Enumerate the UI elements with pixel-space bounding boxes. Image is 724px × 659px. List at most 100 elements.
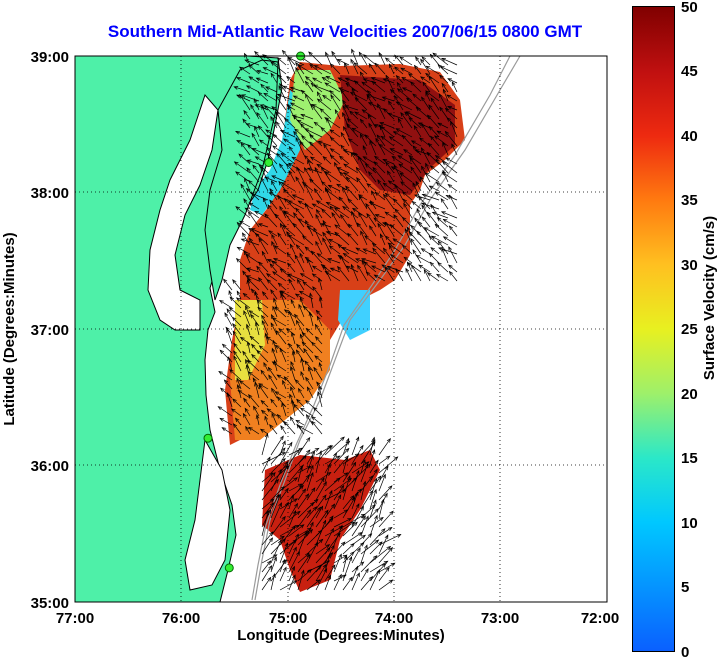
current-vector (372, 243, 386, 255)
current-vector (387, 112, 404, 120)
current-vector (339, 255, 350, 273)
current-vector (295, 137, 305, 156)
current-vector-head (290, 360, 295, 366)
current-vector-head (376, 568, 381, 574)
current-vector-head (345, 185, 350, 191)
current-vector (342, 513, 366, 528)
current-vector-head (283, 117, 289, 123)
current-vector-head (421, 56, 426, 61)
current-vector-head (300, 370, 304, 376)
current-vector (274, 245, 287, 255)
current-vector (315, 472, 331, 483)
current-vector (313, 407, 323, 417)
current-vector (347, 198, 359, 210)
current-vector-head (383, 560, 389, 565)
current-vector (250, 192, 269, 201)
current-vector (323, 265, 332, 282)
current-vector-head (248, 310, 254, 315)
current-vector-head (303, 347, 308, 353)
current-vector (293, 404, 305, 417)
current-vector (312, 286, 323, 300)
current-vector (387, 266, 404, 273)
current-vector (258, 223, 269, 228)
current-vector (408, 117, 422, 129)
current-vector-head (410, 81, 415, 86)
current-vector-head (304, 246, 310, 251)
current-vector (271, 106, 287, 120)
current-vector-head (417, 221, 423, 226)
current-vector (420, 59, 431, 75)
current-vector (378, 455, 390, 465)
current-vector (394, 184, 404, 201)
current-vector (220, 387, 233, 399)
current-vector (297, 509, 311, 528)
current-vector (448, 246, 458, 264)
current-vector (229, 296, 242, 309)
current-vector-head (304, 530, 310, 535)
current-vector-head (309, 471, 314, 477)
current-vector (428, 76, 440, 93)
current-vector (242, 232, 251, 246)
current-vector-head (400, 181, 405, 186)
current-vector-head (344, 555, 348, 561)
current-vector-head (425, 162, 429, 168)
current-vector (342, 521, 358, 537)
current-vector (393, 214, 404, 228)
current-vector (411, 140, 422, 147)
current-vector-head (408, 231, 414, 236)
current-vector-head (420, 147, 425, 152)
current-vector (308, 51, 323, 66)
current-vector-head (305, 414, 310, 419)
current-vector (441, 211, 458, 219)
current-vector (333, 541, 346, 555)
current-vector-head (260, 165, 265, 171)
current-vector-head (316, 98, 322, 103)
current-vector (395, 128, 413, 138)
current-vector (449, 225, 458, 237)
current-vector-head (309, 63, 314, 69)
current-vector-head (219, 417, 225, 422)
current-vector (261, 251, 269, 264)
current-vector (334, 207, 350, 219)
current-vector (268, 374, 278, 390)
current-vector-head (223, 379, 229, 384)
current-vector-head (316, 91, 321, 97)
current-vector (333, 525, 343, 546)
current-vector (302, 235, 314, 246)
current-vector (390, 254, 404, 264)
current-vector (375, 214, 386, 219)
current-vector (326, 202, 341, 210)
current-vector-head (245, 275, 251, 279)
current-vector (415, 181, 422, 192)
current-vector-head (438, 247, 443, 251)
current-vector-head (296, 166, 301, 172)
velocity-field-south (262, 450, 380, 592)
current-vector (360, 481, 366, 501)
current-vector-head (351, 497, 356, 502)
current-vector-head (429, 261, 435, 267)
current-vector-head (378, 143, 383, 148)
current-vector-head (239, 336, 245, 342)
current-vector-head (269, 498, 275, 503)
current-vector-head (431, 211, 437, 216)
current-vector (311, 416, 323, 426)
current-vector-head (338, 196, 343, 202)
current-vector-head (314, 355, 319, 360)
current-vector-head (385, 455, 391, 460)
current-vector (297, 474, 310, 492)
current-vector (272, 340, 278, 354)
current-vector-head (342, 149, 348, 153)
current-vector-head (254, 381, 258, 387)
current-vector-head (327, 184, 333, 189)
current-vector-head (256, 299, 262, 304)
current-vector (248, 211, 260, 228)
current-vector (378, 466, 389, 483)
current-vector (314, 167, 323, 183)
current-vector-head (270, 72, 275, 78)
current-vector-head (233, 355, 238, 361)
current-vector-head (447, 106, 452, 110)
current-vector (274, 213, 287, 228)
current-vector-head (291, 156, 297, 161)
current-vector (333, 554, 347, 564)
current-vector (324, 554, 331, 573)
